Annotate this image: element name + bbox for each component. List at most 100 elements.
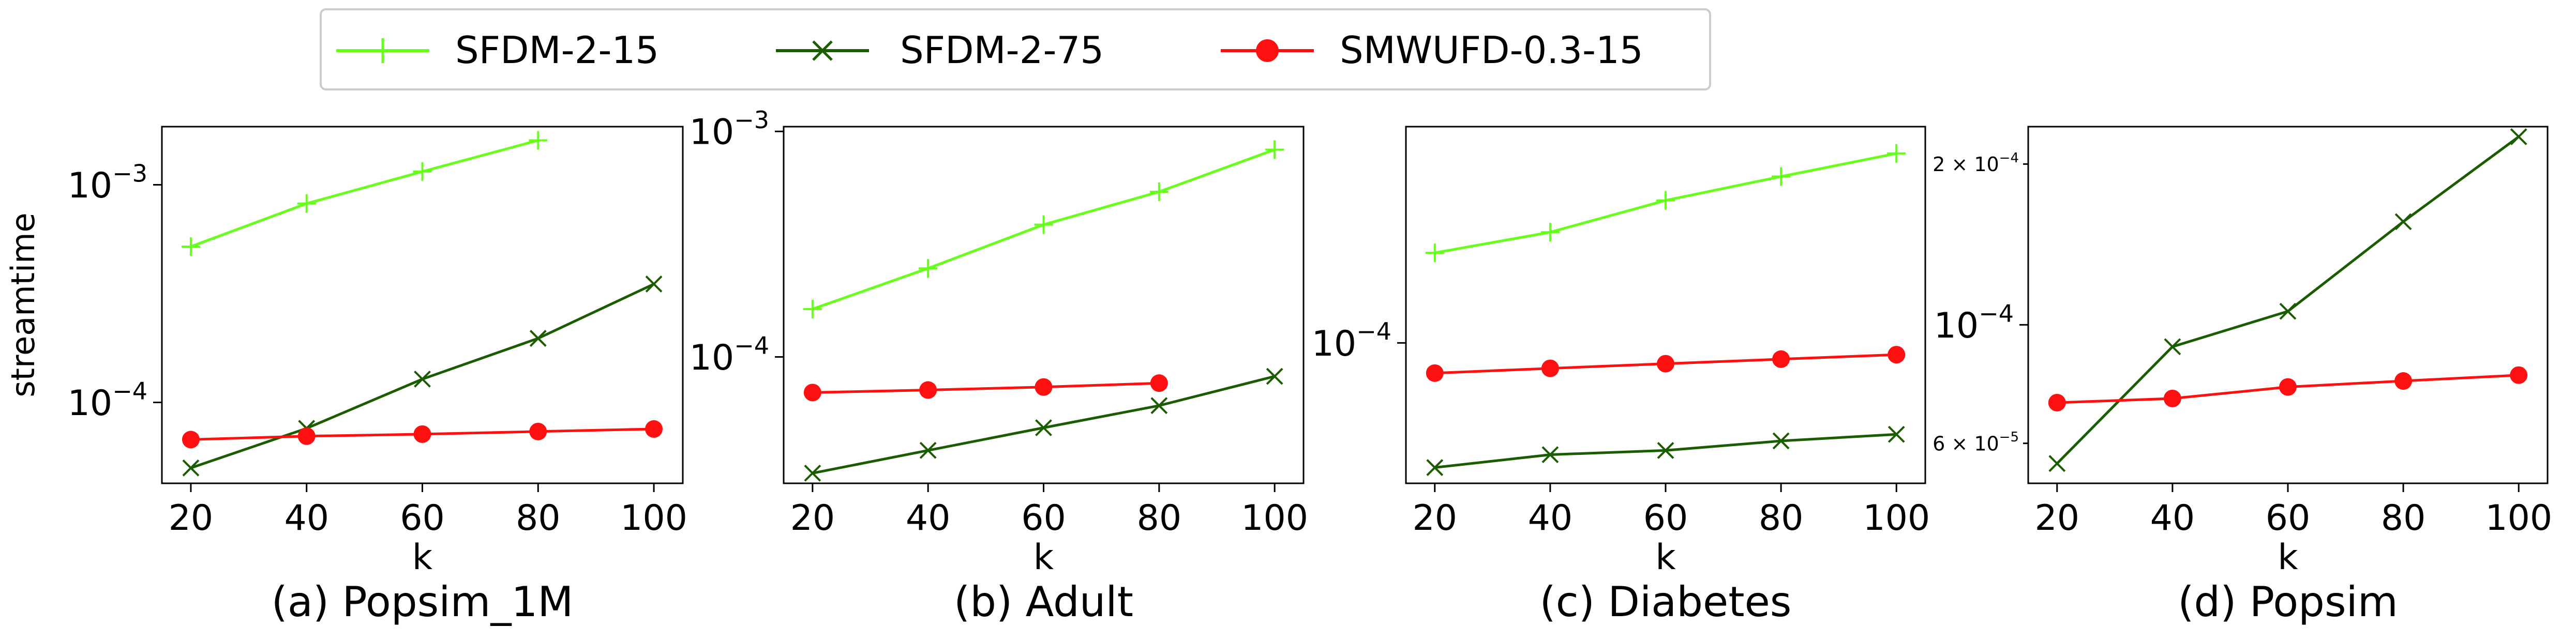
y-tick-label-exponent: −3: [734, 106, 769, 134]
data-point: [2164, 338, 2181, 356]
x-tick-label: 60: [2266, 498, 2311, 539]
data-point: [413, 425, 431, 443]
data-point: [645, 276, 663, 293]
x-axis-label: k: [412, 537, 433, 578]
y-axis-label: streamtime: [4, 212, 42, 397]
data-point: [414, 370, 431, 388]
legend-entry-sfdm-2-15: SFDM-2-15: [336, 28, 659, 72]
data-point: [413, 162, 432, 181]
data-point: [919, 441, 937, 459]
series-sfdm-2-15: [1425, 144, 1906, 263]
data-point: [1540, 223, 1560, 242]
data-point: [1426, 364, 1444, 382]
y-tick-label: 2 × 10−4: [1933, 150, 2019, 176]
x-tick-label: 100: [1241, 498, 1308, 539]
data-point: [919, 259, 938, 278]
panel-diabetes: 20 40 60 80 100 10−4 k(c) Diabetes: [1312, 126, 1930, 626]
x-tick-label: 100: [2485, 498, 2552, 539]
series-line-sfdm-2-15: [190, 139, 538, 248]
x-axis-label: k: [1034, 537, 1054, 578]
legend-label-sfdm-2-15: SFDM-2-15: [455, 28, 659, 72]
panel-caption: (c) Diabetes: [1540, 578, 1792, 626]
panel-caption: (a) Popsim_1M: [272, 578, 574, 626]
series-smwufd-0-3-15: [1426, 346, 1906, 382]
data-point: [2163, 389, 2181, 407]
legend-entry-smwufd-0-3-15: SMWUFD-0.3-15: [1221, 28, 1643, 72]
y-tick-label-base: 2 × 10: [1933, 153, 1999, 176]
data-point: [1772, 350, 1790, 368]
x-tick-label: 20: [790, 498, 835, 539]
y-tick-label-base: 6 × 10: [1933, 432, 1999, 455]
data-point: [1541, 359, 1559, 377]
data-point: [1772, 432, 1790, 450]
y-tick-label: 10−4: [68, 377, 147, 424]
data-point: [2048, 455, 2066, 472]
series-line-smwufd-0-3-15: [812, 381, 1159, 394]
data-point: [529, 330, 547, 347]
plot-frame: [161, 126, 684, 484]
data-point: [297, 427, 316, 445]
x-axis-label: k: [2278, 537, 2298, 578]
data-point: [1888, 346, 1906, 364]
x-tick-label: 40: [2150, 498, 2195, 539]
y-tick-label-base: 10: [68, 165, 113, 206]
y-tick-label: 10−3: [68, 159, 147, 206]
series-sfdm-2-75: [2048, 128, 2527, 472]
y-tick-label: 10−4: [1934, 299, 2014, 346]
data-point: [1657, 355, 1674, 373]
x-tick-label: 20: [2035, 498, 2080, 539]
data-point: [803, 384, 821, 402]
y-tick-label: 10−4: [1312, 317, 1391, 364]
y-tick-label: 10−4: [690, 331, 769, 378]
legend-frame: [320, 8, 1711, 90]
legend: SFDM-2-15 SFDM-2-75 SMWUFD-0.3-15: [320, 8, 1711, 90]
y-tick-label: 6 × 10−5: [1933, 430, 2019, 455]
series-sfdm-2-75: [804, 368, 1283, 482]
y-tick-label-base: 10: [1312, 324, 1357, 364]
data-point: [1265, 140, 1284, 159]
data-point: [181, 237, 200, 256]
data-point: [182, 431, 200, 449]
panel-caption: (b) Adult: [954, 578, 1133, 626]
series-sfdm-2-15: [181, 131, 548, 256]
series-smwufd-0-3-15: [2048, 366, 2528, 411]
data-point: [804, 464, 821, 482]
y-tick-label-exponent: −4: [734, 331, 769, 359]
x-tick-label: 60: [400, 498, 445, 539]
y-tick-label-exponent: −3: [112, 159, 147, 187]
legend-label-sfdm-2-75: SFDM-2-75: [900, 28, 1104, 72]
y-tick-label-exponent: −4: [1979, 299, 2014, 327]
plus-icon: [370, 38, 395, 63]
data-point: [297, 194, 316, 213]
data-point: [2510, 366, 2528, 384]
data-point: [1541, 446, 1559, 464]
data-point: [1657, 442, 1674, 459]
data-point: [529, 422, 547, 440]
data-point: [1035, 378, 1053, 396]
circle-marker-icon: [1256, 39, 1279, 62]
y-tick-label-exponent: −5: [1999, 430, 2019, 445]
x-tick-label: 60: [1021, 498, 1066, 539]
x-tick-label: 20: [1413, 498, 1458, 539]
series-smwufd-0-3-15: [182, 420, 663, 449]
data-point: [2394, 213, 2412, 231]
data-point: [2394, 372, 2413, 390]
series-sfdm-2-75: [1426, 425, 1905, 476]
data-point: [1888, 425, 1905, 443]
y-tick-label-base: 10: [1934, 305, 1979, 346]
x-axis-label: k: [1655, 537, 1676, 578]
y-tick-label-exponent: −4: [1356, 317, 1391, 345]
data-point: [1034, 215, 1053, 234]
x-tick-label: 40: [284, 498, 329, 539]
x-tick-label: 80: [2381, 498, 2426, 539]
data-point: [1426, 459, 1444, 476]
plot-frame: [1405, 126, 1926, 484]
data-point: [182, 459, 200, 477]
x-tick-label: 80: [1137, 498, 1182, 539]
data-point: [919, 381, 937, 399]
panel-caption: (d) Popsim: [2178, 578, 2398, 626]
